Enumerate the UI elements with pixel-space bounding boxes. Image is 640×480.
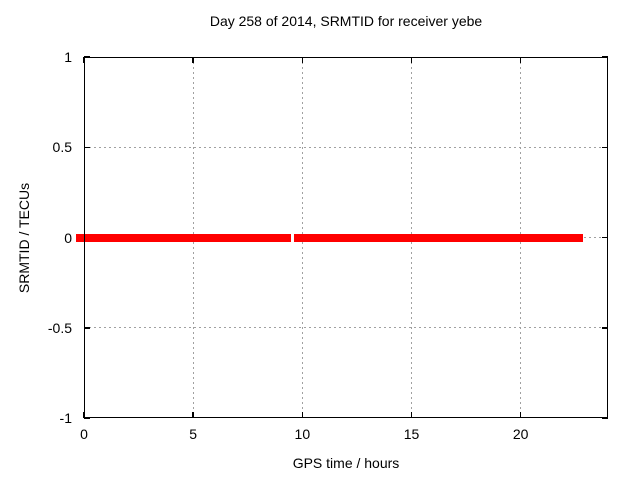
horizontal-gridline: [84, 327, 608, 329]
horizontal-gridline: [84, 146, 608, 148]
y-tick-right: [602, 417, 608, 419]
x-tick-bottom: [192, 412, 194, 418]
data-line-segment: [76, 233, 291, 242]
y-tick-label: 1: [64, 49, 72, 65]
y-tick-left: [84, 417, 90, 419]
plot-area: [76, 56, 608, 419]
x-tick-bottom: [519, 412, 522, 418]
x-tick-top: [192, 57, 194, 63]
y-tick-right: [602, 146, 608, 148]
y-tick-left: [84, 146, 90, 148]
x-tick-top: [301, 57, 304, 63]
y-tick-left: [84, 56, 90, 58]
y-tick-label: -0.5: [47, 319, 72, 336]
y-tick-right: [602, 327, 608, 329]
x-tick-top: [519, 57, 522, 63]
y-tick-label: -1: [59, 410, 72, 426]
x-tick-bottom: [301, 412, 304, 418]
x-tick-bottom: [410, 412, 413, 418]
x-tick-label: 20: [512, 426, 529, 442]
y-tick-label: 0.5: [52, 139, 72, 156]
x-tick-top: [83, 57, 85, 63]
data-series-layer: [76, 57, 608, 418]
x-tick-label: 10: [294, 426, 311, 442]
y-tick-label: 0: [64, 229, 72, 246]
y-axis-label: SRMTID / TECUs: [16, 182, 32, 294]
chart-title: Day 258 of 2014, SRMTID for receiver yeb…: [209, 13, 483, 29]
y-tick-right: [602, 56, 608, 58]
x-axis-label: GPS time / hours: [292, 455, 400, 471]
x-tick-top: [410, 57, 413, 63]
data-line-segment: [294, 233, 584, 242]
y-tick-left: [84, 327, 90, 329]
x-tick-label: 0: [80, 426, 88, 442]
x-tick-label: 15: [403, 426, 420, 442]
y-tick-right: [602, 236, 608, 239]
x-tick-label: 5: [189, 426, 198, 442]
